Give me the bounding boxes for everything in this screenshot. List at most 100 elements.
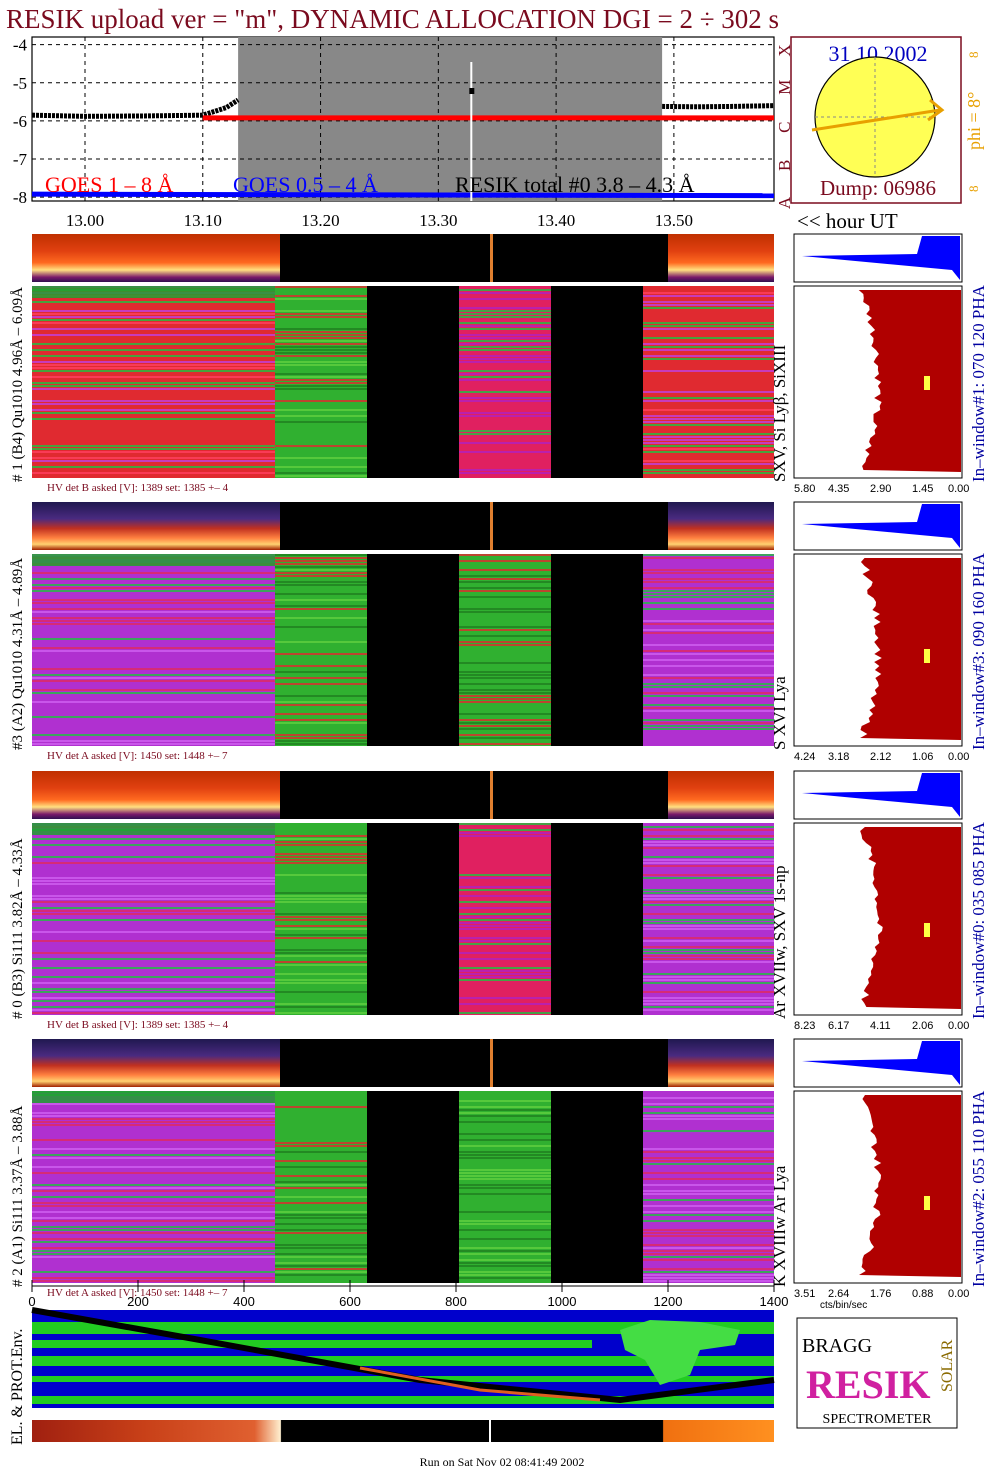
heatmap-row [459,626,551,628]
heatmap-row [275,1223,367,1225]
heatmap-row [32,403,275,405]
heatmap-row [275,566,367,568]
heatmap-row [275,584,367,586]
heatmap-row [459,692,551,694]
heatmap-row [459,469,551,471]
heatmap-row [459,698,551,700]
heatmap-row [32,940,275,942]
heatmap-row [643,826,774,828]
heatmap-row [643,436,774,438]
heatmap-row [275,1229,367,1231]
heatmap-row [459,376,551,378]
heatmap-row [459,590,551,592]
heatmap-row [275,979,367,981]
heatmap-row [275,892,367,894]
heatmap-row [643,949,774,951]
heatmap-row [459,922,551,924]
heatmap-row [275,560,367,562]
heatmap-row [275,928,367,930]
bottom-axis-label: 1200 [654,1294,683,1309]
heatmap-row [275,719,367,721]
hist-tick-label: 0.00 [948,483,969,495]
env-band-5 [32,1396,774,1404]
heatmap-row [459,644,551,646]
heatmap-row [459,611,551,613]
heatmap-row [643,328,774,330]
heatmap-block [367,286,459,478]
heatmap-row [643,346,774,348]
heatmap-row [32,1187,275,1189]
heatmap-row [643,838,774,840]
environment-map [31,1307,775,1408]
heatmap-row [32,952,275,954]
heatmap-row [459,997,551,999]
heatmap-row [643,704,774,706]
heatmap-row [275,641,367,643]
heatmap-row [275,1106,367,1108]
hist-tick-label: 2.12 [870,751,891,763]
heatmap-row [643,982,774,984]
heatmap-row [643,940,774,942]
panel-wavelength-label: #3 (A2) Qu1010 4.31Å – 4.89Å [10,558,26,750]
heatmap-row [459,823,551,825]
heatmap-row [643,1205,774,1207]
bottom-axis-label: 0 [28,1294,35,1309]
heatmap-row [459,349,551,351]
heatmap-row [275,916,367,918]
y-tick-label: -8 [13,188,27,207]
heatmap-row [32,388,275,390]
heatmap-row [32,1103,275,1105]
heatmap-row [32,1172,275,1174]
heatmap-row [459,695,551,697]
heatmap-row [459,373,551,375]
continent-shape [620,1320,740,1385]
heatmap-row [459,560,551,562]
spectrometer-panel: HV det A asked [V]: 1450 set: 1448 +– 7 #… [10,1038,988,1300]
heatmap-row [32,400,275,402]
heatmap-row [32,620,275,622]
heatmap-row [643,862,774,864]
heatmap-row [32,877,275,879]
heatmap-row [459,973,551,975]
heatmap-row [643,421,774,423]
heatmap-row [32,898,275,900]
hist-tick-label: 4.24 [794,751,815,763]
heatmap-row [32,572,275,574]
heatmap-block [551,823,643,1015]
heatmap-top-band [32,286,275,298]
heatmap-row [459,677,551,679]
env-band-2 [32,1340,592,1348]
heatmap-row [643,674,774,676]
series-line [32,191,774,199]
heatmap-main [32,286,774,478]
heatmap-row [32,901,275,903]
heatmap-row [459,683,551,685]
heatmap-row [643,1199,774,1201]
heatmap-row [32,1202,275,1204]
heatmap-row [643,707,774,709]
heatmap-row [32,599,275,601]
heatmap-row [32,716,275,718]
orbit-track-highlight [359,1366,601,1402]
heatmap-row [32,982,275,984]
heatmap-row [32,1121,275,1123]
heatmap-row [32,1211,275,1213]
hist-x-label: cts/bin/sec [820,1300,867,1311]
heatmap-row [643,1115,774,1117]
heatmap-row [32,740,275,742]
y-tick-label: -5 [13,74,27,93]
heatmap-row [643,418,774,420]
heatmap-row [643,608,774,610]
heatmap-row [643,722,774,724]
heatmap-row [32,677,275,679]
heatmap-row [275,409,367,411]
heatmap-row [459,1259,551,1261]
heatmap-main [32,554,774,746]
heatmap-row [643,623,774,625]
heatmap-row [643,925,774,927]
hist-main-shape [860,827,961,1009]
heatmap-row [275,901,367,903]
heatmap-row [643,892,774,894]
heatmap-row [275,737,367,739]
heatmap-row [275,898,367,900]
